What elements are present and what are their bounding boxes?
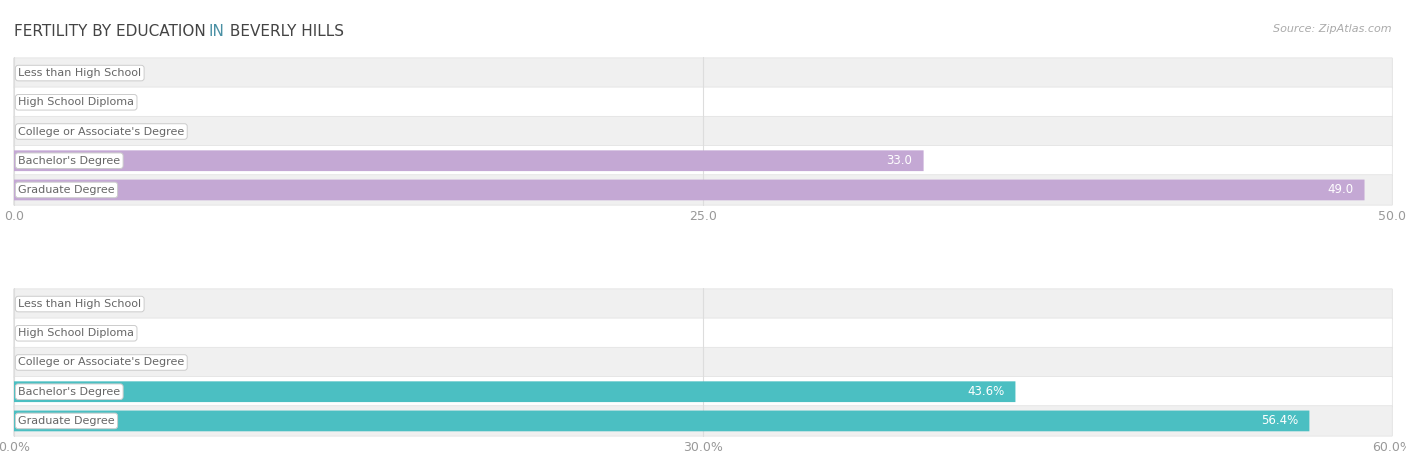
- FancyBboxPatch shape: [14, 87, 1392, 117]
- Text: 0.0: 0.0: [31, 96, 49, 109]
- FancyBboxPatch shape: [14, 145, 1392, 176]
- FancyBboxPatch shape: [14, 116, 1392, 147]
- Text: High School Diploma: High School Diploma: [18, 97, 134, 107]
- Text: Less than High School: Less than High School: [18, 299, 142, 309]
- FancyBboxPatch shape: [14, 289, 1392, 319]
- FancyBboxPatch shape: [14, 381, 1015, 402]
- Text: 33.0: 33.0: [887, 154, 912, 167]
- Text: IN: IN: [208, 24, 224, 39]
- Text: 0.0%: 0.0%: [31, 297, 60, 311]
- Text: FERTILITY BY EDUCATION: FERTILITY BY EDUCATION: [14, 24, 211, 39]
- Text: 56.4%: 56.4%: [1261, 414, 1298, 428]
- Text: Less than High School: Less than High School: [18, 68, 142, 78]
- FancyBboxPatch shape: [14, 318, 1392, 349]
- FancyBboxPatch shape: [14, 58, 1392, 88]
- FancyBboxPatch shape: [14, 377, 1392, 407]
- FancyBboxPatch shape: [14, 175, 1392, 205]
- FancyBboxPatch shape: [14, 151, 924, 171]
- Text: 0.0%: 0.0%: [31, 356, 60, 369]
- Text: 49.0: 49.0: [1327, 183, 1354, 197]
- Text: Graduate Degree: Graduate Degree: [18, 185, 115, 195]
- FancyBboxPatch shape: [14, 406, 1392, 436]
- Text: Graduate Degree: Graduate Degree: [18, 416, 115, 426]
- Text: 0.0: 0.0: [31, 66, 49, 80]
- FancyBboxPatch shape: [14, 410, 1309, 431]
- Text: 43.6%: 43.6%: [967, 385, 1004, 398]
- Text: 0.0%: 0.0%: [31, 327, 60, 340]
- Text: College or Associate's Degree: College or Associate's Degree: [18, 358, 184, 368]
- Text: Bachelor's Degree: Bachelor's Degree: [18, 387, 121, 397]
- Text: 0.0: 0.0: [31, 125, 49, 138]
- Text: High School Diploma: High School Diploma: [18, 328, 134, 338]
- FancyBboxPatch shape: [14, 347, 1392, 378]
- Text: BEVERLY HILLS: BEVERLY HILLS: [225, 24, 344, 39]
- Text: Source: ZipAtlas.com: Source: ZipAtlas.com: [1274, 24, 1392, 34]
- Text: Bachelor's Degree: Bachelor's Degree: [18, 156, 121, 166]
- Text: College or Associate's Degree: College or Associate's Degree: [18, 126, 184, 136]
- FancyBboxPatch shape: [14, 180, 1364, 200]
